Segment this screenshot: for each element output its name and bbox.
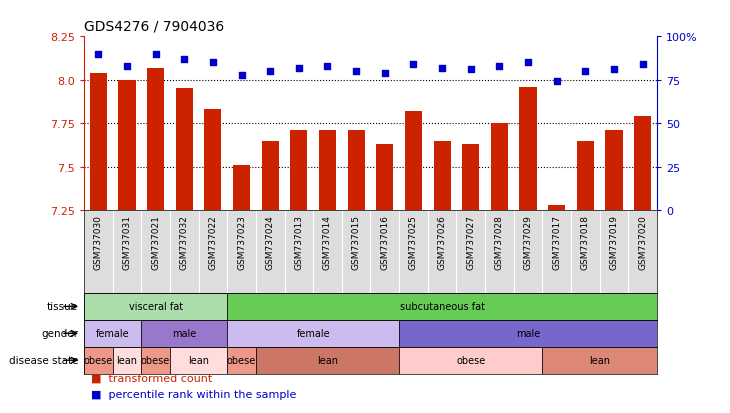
Text: ■  percentile rank within the sample: ■ percentile rank within the sample: [91, 389, 296, 399]
Text: GSM737022: GSM737022: [208, 215, 218, 269]
Bar: [548, 205, 565, 211]
Point: [93, 51, 104, 58]
Bar: [634, 117, 651, 211]
Bar: [118, 81, 136, 211]
Text: GSM737023: GSM737023: [237, 215, 246, 270]
Bar: [261, 141, 279, 211]
Point: [580, 69, 591, 75]
Point: [493, 63, 505, 70]
Point: [551, 79, 563, 85]
Bar: [142, 320, 227, 347]
Point: [522, 60, 534, 66]
Text: GSM737025: GSM737025: [409, 215, 418, 270]
Text: GSM737031: GSM737031: [123, 215, 131, 270]
Point: [207, 60, 219, 66]
Bar: [233, 166, 250, 211]
Point: [293, 65, 304, 72]
Bar: [434, 141, 450, 211]
Bar: [577, 141, 594, 211]
Bar: [204, 110, 221, 211]
Bar: [90, 74, 107, 211]
Point: [236, 72, 247, 78]
Text: GSM737017: GSM737017: [552, 215, 561, 270]
Text: GSM737016: GSM737016: [380, 215, 389, 270]
Bar: [227, 320, 399, 347]
Text: female: female: [296, 328, 330, 339]
Text: visceral fat: visceral fat: [128, 301, 182, 312]
Text: GSM737024: GSM737024: [266, 215, 274, 269]
Text: lean: lean: [589, 355, 610, 366]
Text: GSM737029: GSM737029: [523, 215, 533, 270]
Text: GSM737015: GSM737015: [352, 215, 361, 270]
Bar: [84, 347, 112, 374]
Bar: [347, 131, 365, 211]
Bar: [462, 145, 480, 211]
Text: male: male: [172, 328, 196, 339]
Bar: [176, 89, 193, 211]
Bar: [291, 131, 307, 211]
Bar: [142, 347, 170, 374]
Bar: [542, 347, 657, 374]
Bar: [405, 112, 422, 211]
Point: [407, 62, 419, 68]
Text: GSM737032: GSM737032: [180, 215, 189, 270]
Text: obese: obese: [84, 355, 113, 366]
Text: subcutaneous fat: subcutaneous fat: [399, 301, 485, 312]
Text: obese: obese: [456, 355, 485, 366]
Bar: [399, 320, 657, 347]
Point: [608, 67, 620, 74]
Bar: [84, 320, 142, 347]
Text: female: female: [96, 328, 129, 339]
Text: lean: lean: [188, 355, 209, 366]
Point: [437, 65, 448, 72]
Bar: [399, 347, 542, 374]
Bar: [227, 293, 657, 320]
Text: GSM737013: GSM737013: [294, 215, 304, 270]
Text: male: male: [516, 328, 540, 339]
Text: GSM737026: GSM737026: [437, 215, 447, 270]
Bar: [605, 131, 623, 211]
Text: obese: obese: [141, 355, 170, 366]
Text: GSM737030: GSM737030: [93, 215, 103, 270]
Text: GSM737019: GSM737019: [610, 215, 618, 270]
Bar: [491, 124, 508, 211]
Text: GDS4276 / 7904036: GDS4276 / 7904036: [84, 19, 224, 33]
Text: GSM737027: GSM737027: [466, 215, 475, 270]
Point: [150, 51, 161, 58]
Text: tissue: tissue: [47, 301, 78, 312]
Point: [379, 70, 391, 77]
Bar: [170, 347, 227, 374]
Bar: [112, 347, 142, 374]
Text: gender: gender: [41, 328, 78, 339]
Text: GSM737021: GSM737021: [151, 215, 160, 270]
Bar: [520, 88, 537, 211]
Point: [121, 63, 133, 70]
Point: [322, 63, 334, 70]
Bar: [376, 145, 393, 211]
Point: [264, 69, 276, 75]
Text: lean: lean: [116, 355, 137, 366]
Text: lean: lean: [317, 355, 338, 366]
Bar: [84, 293, 227, 320]
Text: GSM737018: GSM737018: [581, 215, 590, 270]
Bar: [147, 69, 164, 211]
Point: [637, 62, 648, 68]
Point: [350, 69, 362, 75]
Text: ■  transformed count: ■ transformed count: [91, 373, 212, 383]
Point: [178, 57, 190, 63]
Text: GSM737020: GSM737020: [638, 215, 648, 270]
Bar: [256, 347, 399, 374]
Bar: [227, 347, 256, 374]
Text: disease state: disease state: [9, 355, 78, 366]
Text: obese: obese: [227, 355, 256, 366]
Text: GSM737014: GSM737014: [323, 215, 332, 270]
Text: GSM737028: GSM737028: [495, 215, 504, 270]
Bar: [319, 131, 336, 211]
Point: [465, 67, 477, 74]
